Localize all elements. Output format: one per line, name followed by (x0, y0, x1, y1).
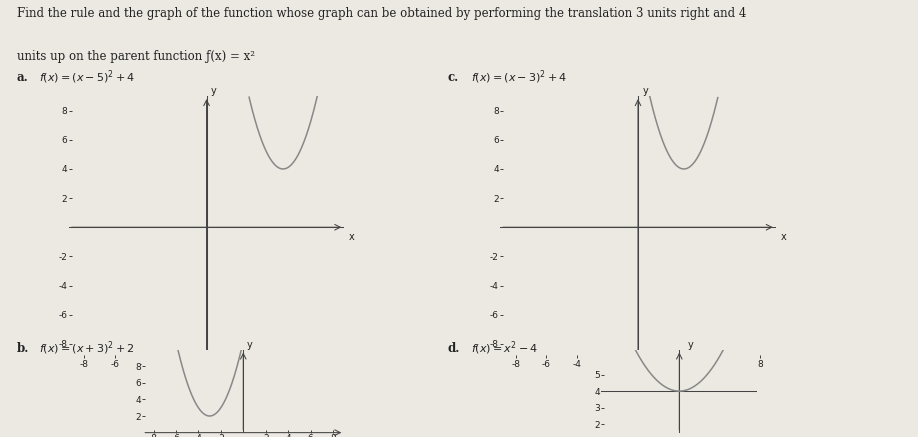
Text: c.: c. (448, 71, 459, 84)
Text: a.: a. (17, 71, 28, 84)
Text: x: x (348, 435, 353, 437)
Text: units up on the parent function ƒ(x) = x²: units up on the parent function ƒ(x) = x… (17, 50, 254, 63)
Text: y: y (643, 86, 648, 96)
Text: x: x (349, 232, 354, 242)
Text: y: y (211, 86, 217, 96)
Text: $\mathit{f}(x)=x^2-4$: $\mathit{f}(x)=x^2-4$ (471, 339, 538, 357)
Text: b.: b. (17, 342, 28, 355)
Text: d.: d. (448, 342, 460, 355)
Text: $\mathit{f}(x)=(x-5)^2+4$: $\mathit{f}(x)=(x-5)^2+4$ (39, 68, 135, 86)
Text: $\mathit{f}(x)=(x-3)^2+4$: $\mathit{f}(x)=(x-3)^2+4$ (471, 68, 567, 86)
Text: Find the rule and the graph of the function whose graph can be obtained by perfo: Find the rule and the graph of the funct… (17, 7, 746, 20)
Text: y: y (688, 340, 693, 350)
Text: x: x (780, 232, 786, 242)
Text: $\mathit{f}(x)=(x+3)^2+2$: $\mathit{f}(x)=(x+3)^2+2$ (39, 339, 134, 357)
Text: y: y (247, 340, 252, 350)
